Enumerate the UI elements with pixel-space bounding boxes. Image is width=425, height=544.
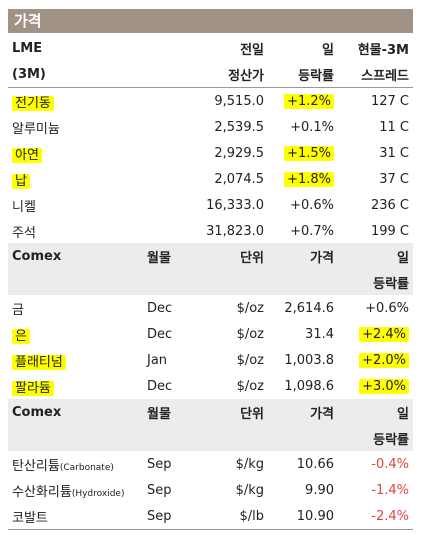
settle-price: 2,539.5 <box>214 119 264 135</box>
spread: 11 C <box>379 119 409 135</box>
table-row: 탄산리튬(Carbonate) Sep $/kg 10.66 -0.4% <box>8 451 413 477</box>
comex-header-unit: 단위 <box>213 243 268 269</box>
daily-change: +0.1% <box>290 119 334 135</box>
metal-name: 아연 <box>12 147 42 163</box>
price: 9.90 <box>305 482 334 498</box>
settle-price: 31,823.0 <box>206 223 264 239</box>
settle-price: 16,333.0 <box>206 197 264 213</box>
spread: 199 C <box>370 223 409 239</box>
lme-header-name: LME <box>12 40 43 56</box>
daily-change: +0.6% <box>290 197 334 213</box>
unit: $/kg <box>235 456 264 472</box>
table-row: 플래티넘 Jan $/oz 1,003.8 +2.0% <box>8 347 413 373</box>
comex2-header-change-sub: 등락률 <box>338 425 413 451</box>
spread: 31 C <box>379 145 409 161</box>
unit: $/oz <box>236 352 264 368</box>
table-row: 은 Dec $/oz 31.4 +2.4% <box>8 321 413 347</box>
metal-name: 전기동 <box>12 95 54 111</box>
table-row: 전기동 9,515.0 +1.2% 127 C <box>8 88 413 115</box>
table-row: 코발트 Sep $/lb 10.90 -2.4% <box>8 503 413 530</box>
lme-header-change-sub: 등락률 <box>268 61 338 88</box>
contract-month: Sep <box>147 482 172 498</box>
metal-name: 주석 <box>12 225 36 241</box>
metal-name: 알루미늄 <box>12 121 60 137</box>
lme-header-spread: 현물-3M <box>357 42 409 58</box>
comex2-header-change: 일 <box>338 399 413 425</box>
unit: $/oz <box>236 300 264 316</box>
price: 1,003.8 <box>284 352 334 368</box>
daily-change: -0.4% <box>371 456 409 472</box>
comex-table: Comex 월물 단위 가격 일 등락률 금 Dec $/oz 2,614.6 … <box>8 243 413 399</box>
comex-header-price: 가격 <box>268 243 338 269</box>
table-row: 주석 31,823.0 +0.7% 199 C <box>8 218 413 244</box>
comex-header-change: 일 <box>338 243 413 269</box>
price: 10.90 <box>268 503 338 530</box>
metal-name: 수산화리튬(Hydroxide) <box>12 484 125 500</box>
settle-price: 9,515.0 <box>214 93 264 109</box>
metal-name: 플래티넘 <box>12 354 66 370</box>
comex2-header-price: 가격 <box>268 399 338 425</box>
daily-change: +0.7% <box>290 223 334 239</box>
daily-change: +1.8% <box>284 171 334 187</box>
comex-header-month: 월물 <box>143 243 213 269</box>
contract-month: Dec <box>147 378 173 394</box>
spread: 236 C <box>370 197 409 213</box>
daily-change: +0.6% <box>365 300 409 316</box>
unit: $/lb <box>213 503 268 530</box>
unit: $/oz <box>236 326 264 342</box>
metal-name: 납 <box>12 173 30 189</box>
lme-header-spread-sub: 스프레드 <box>338 61 413 88</box>
contract-month: Dec <box>147 326 173 342</box>
daily-change: -2.4% <box>338 503 413 530</box>
table-row: 금 Dec $/oz 2,614.6 +0.6% <box>8 295 413 321</box>
daily-change: +1.5% <box>284 145 334 161</box>
comex-header-change-sub: 등락률 <box>338 269 413 295</box>
table-row: 팔라듐 Dec $/oz 1,098.6 +3.0% <box>8 373 413 399</box>
comex2-header-month: 월물 <box>143 399 213 425</box>
contract-month: Sep <box>147 456 172 472</box>
metal-name: 탄산리튬(Carbonate) <box>12 458 114 474</box>
contract-month: Sep <box>143 503 213 530</box>
price: 2,614.6 <box>284 300 334 316</box>
lme-header-price-sub: 정산가 <box>128 61 268 88</box>
section-title: 가격 <box>8 9 413 33</box>
contract-month: Jan <box>147 352 168 368</box>
lme-header-change: 일 <box>322 42 334 58</box>
settle-price: 2,929.5 <box>214 145 264 161</box>
daily-change: +3.0% <box>359 378 409 394</box>
comex-battery-table: Comex 월물 단위 가격 일 등락률 탄산리튬(Carbonate) Sep… <box>8 399 413 530</box>
lme-table: LME 전일 일 현물-3M (3M) 정산가 등락률 스프레드 전기동 9,5… <box>8 35 413 244</box>
table-row: 니켈 16,333.0 +0.6% 236 C <box>8 192 413 218</box>
table-row: 수산화리튬(Hydroxide) Sep $/kg 9.90 -1.4% <box>8 477 413 503</box>
unit: $/kg <box>235 482 264 498</box>
table-row: 알루미늄 2,539.5 +0.1% 11 C <box>8 114 413 140</box>
lme-header-name-sub: (3M) <box>8 61 128 88</box>
spread: 127 C <box>370 93 409 109</box>
metal-name: 은 <box>12 328 30 344</box>
price: 31.4 <box>305 326 334 342</box>
metal-name: 팔라듐 <box>12 380 54 396</box>
price: 10.66 <box>296 456 334 472</box>
daily-change: +2.0% <box>359 352 409 368</box>
price: 1,098.6 <box>284 378 334 394</box>
table-row: 아연 2,929.5 +1.5% 31 C <box>8 140 413 166</box>
unit: $/oz <box>236 378 264 394</box>
table-row: 납 2,074.5 +1.8% 37 C <box>8 166 413 192</box>
comex-header-name: Comex <box>8 243 143 269</box>
lme-header-price: 전일 <box>240 42 264 58</box>
comex2-header-name: Comex <box>8 399 143 425</box>
contract-month: Dec <box>147 300 173 316</box>
daily-change: +2.4% <box>359 326 409 342</box>
daily-change: +1.2% <box>284 93 334 109</box>
metal-name: 금 <box>12 302 24 318</box>
metal-name: 니켈 <box>12 199 36 215</box>
daily-change: -1.4% <box>371 482 409 498</box>
spread: 37 C <box>379 171 409 187</box>
comex2-header-unit: 단위 <box>213 399 268 425</box>
metal-name: 코발트 <box>8 503 143 530</box>
settle-price: 2,074.5 <box>214 171 264 187</box>
